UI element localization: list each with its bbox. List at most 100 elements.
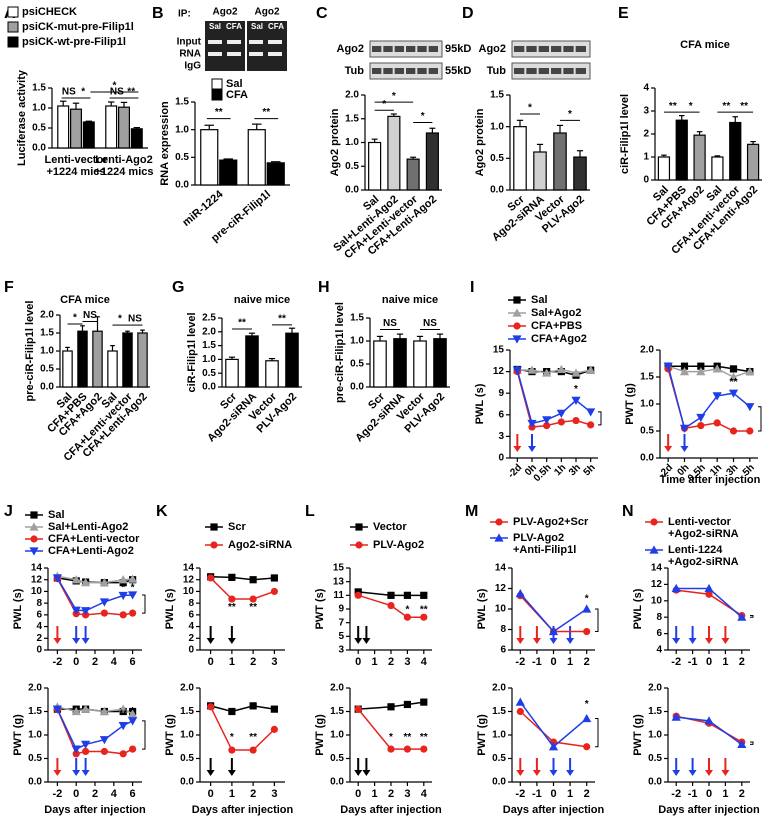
- y-tick-label: 12: [183, 574, 195, 585]
- point: [671, 583, 681, 593]
- arrow-head: [516, 638, 525, 644]
- panel-letter: M: [465, 503, 478, 520]
- point: [556, 364, 566, 374]
- point: [81, 740, 91, 749]
- x-tick-label: 1: [229, 656, 235, 668]
- significance: **: [249, 602, 257, 613]
- y-tick-label: 0.5: [640, 426, 654, 437]
- y-tick-label: 0.0: [350, 382, 364, 393]
- y-axis-label: PWL (s): [12, 588, 24, 629]
- y-tick-label: 0: [643, 175, 649, 186]
- y-tick-label: 14: [651, 563, 663, 574]
- panel-letter: G: [172, 279, 184, 296]
- band: [372, 46, 382, 52]
- y-tick-label: 13: [333, 576, 345, 587]
- significance: *: [528, 103, 532, 114]
- point: [556, 409, 566, 418]
- point: [403, 700, 411, 709]
- bar: [247, 129, 266, 186]
- panel-letter: F: [4, 279, 14, 296]
- legend-marker: [355, 523, 363, 531]
- point: [387, 745, 395, 753]
- point: [420, 698, 428, 706]
- y-axis-label: pre-ciR-Filip1l level: [334, 302, 346, 403]
- bar: [225, 358, 239, 388]
- point: [354, 591, 362, 599]
- band: [249, 40, 263, 44]
- point: [515, 589, 525, 598]
- bracket: [595, 718, 599, 748]
- y-tick-label: 1.5: [175, 97, 189, 108]
- y-tick-label: 0.5: [175, 152, 189, 163]
- point: [728, 389, 739, 398]
- panel-letter: I: [470, 279, 474, 296]
- band: [372, 68, 382, 74]
- point: [679, 367, 690, 376]
- x-tick-label: -1: [688, 656, 698, 668]
- y-tick-label: 5: [338, 631, 344, 642]
- legend-label: CFA: [226, 89, 248, 101]
- x-tick-label: 2: [739, 788, 745, 800]
- series-line: [357, 708, 424, 750]
- arrow-head: [688, 638, 697, 644]
- point: [704, 583, 714, 593]
- x-axis-label: Days after injection: [192, 804, 294, 816]
- series-line: [667, 368, 750, 432]
- x-tick-label: Lenti-vector: [45, 154, 109, 166]
- y-tick-label: 1.0: [490, 121, 504, 132]
- legend-label: Sal+Lenti-Ago2: [48, 521, 128, 533]
- y-tick-label: 0.0: [648, 777, 662, 788]
- significance: *: [131, 706, 135, 717]
- row-label: RNA: [179, 49, 201, 60]
- bar: [746, 143, 760, 181]
- row-label: IgG: [184, 61, 201, 72]
- significance: *: [585, 593, 589, 604]
- bar: [105, 105, 118, 149]
- y-tick-label: 4: [643, 83, 649, 94]
- point: [420, 591, 428, 599]
- panel-letter: K: [156, 503, 168, 520]
- x-tick-label: 1: [567, 656, 573, 668]
- x-tick-label: -2: [515, 788, 525, 800]
- y-tick-label: 10: [183, 586, 195, 597]
- panel-title: CFA mice: [680, 39, 730, 51]
- y-axis-label: PWL (s): [476, 588, 488, 629]
- y-tick-label: 1.0: [175, 124, 189, 135]
- bar: [729, 121, 742, 181]
- legend-label: CFA+Lenti-Ago2: [48, 545, 134, 557]
- significance: NS: [83, 310, 97, 321]
- ip-group: Ago2: [255, 7, 280, 18]
- arrow-head: [354, 638, 363, 644]
- legend-marker: [210, 541, 218, 549]
- y-tick-label: 14: [31, 563, 43, 574]
- x-tick-label: 0: [550, 788, 556, 800]
- band: [551, 68, 562, 74]
- point: [586, 365, 596, 374]
- y-axis-label: PWT (s): [314, 588, 326, 629]
- arrow-head: [721, 770, 730, 776]
- arrow-head: [705, 770, 713, 776]
- y-axis-label: PWL (s): [632, 588, 644, 629]
- point: [270, 725, 278, 733]
- band: [249, 52, 263, 56]
- y-tick-label: 3: [498, 431, 504, 442]
- legend-label: psiCHECK: [22, 6, 77, 18]
- arrow-head: [532, 638, 541, 644]
- y-tick-label: 10: [31, 586, 43, 597]
- y-tick-label: 0.0: [492, 777, 506, 788]
- significance: *: [392, 91, 396, 102]
- significance: **: [262, 107, 270, 118]
- point: [420, 745, 428, 753]
- lane-label: Sal: [251, 22, 263, 31]
- point: [745, 403, 755, 412]
- arrow-head: [680, 446, 689, 452]
- point: [387, 591, 395, 599]
- y-tick-label: 0.0: [640, 453, 654, 464]
- y-tick-label: 1.5: [345, 113, 359, 124]
- point: [249, 746, 257, 754]
- point: [99, 736, 109, 745]
- point: [515, 697, 525, 706]
- y-tick-label: 0: [36, 645, 42, 656]
- arrow-head: [549, 638, 558, 644]
- y-tick-label: 4: [188, 621, 194, 632]
